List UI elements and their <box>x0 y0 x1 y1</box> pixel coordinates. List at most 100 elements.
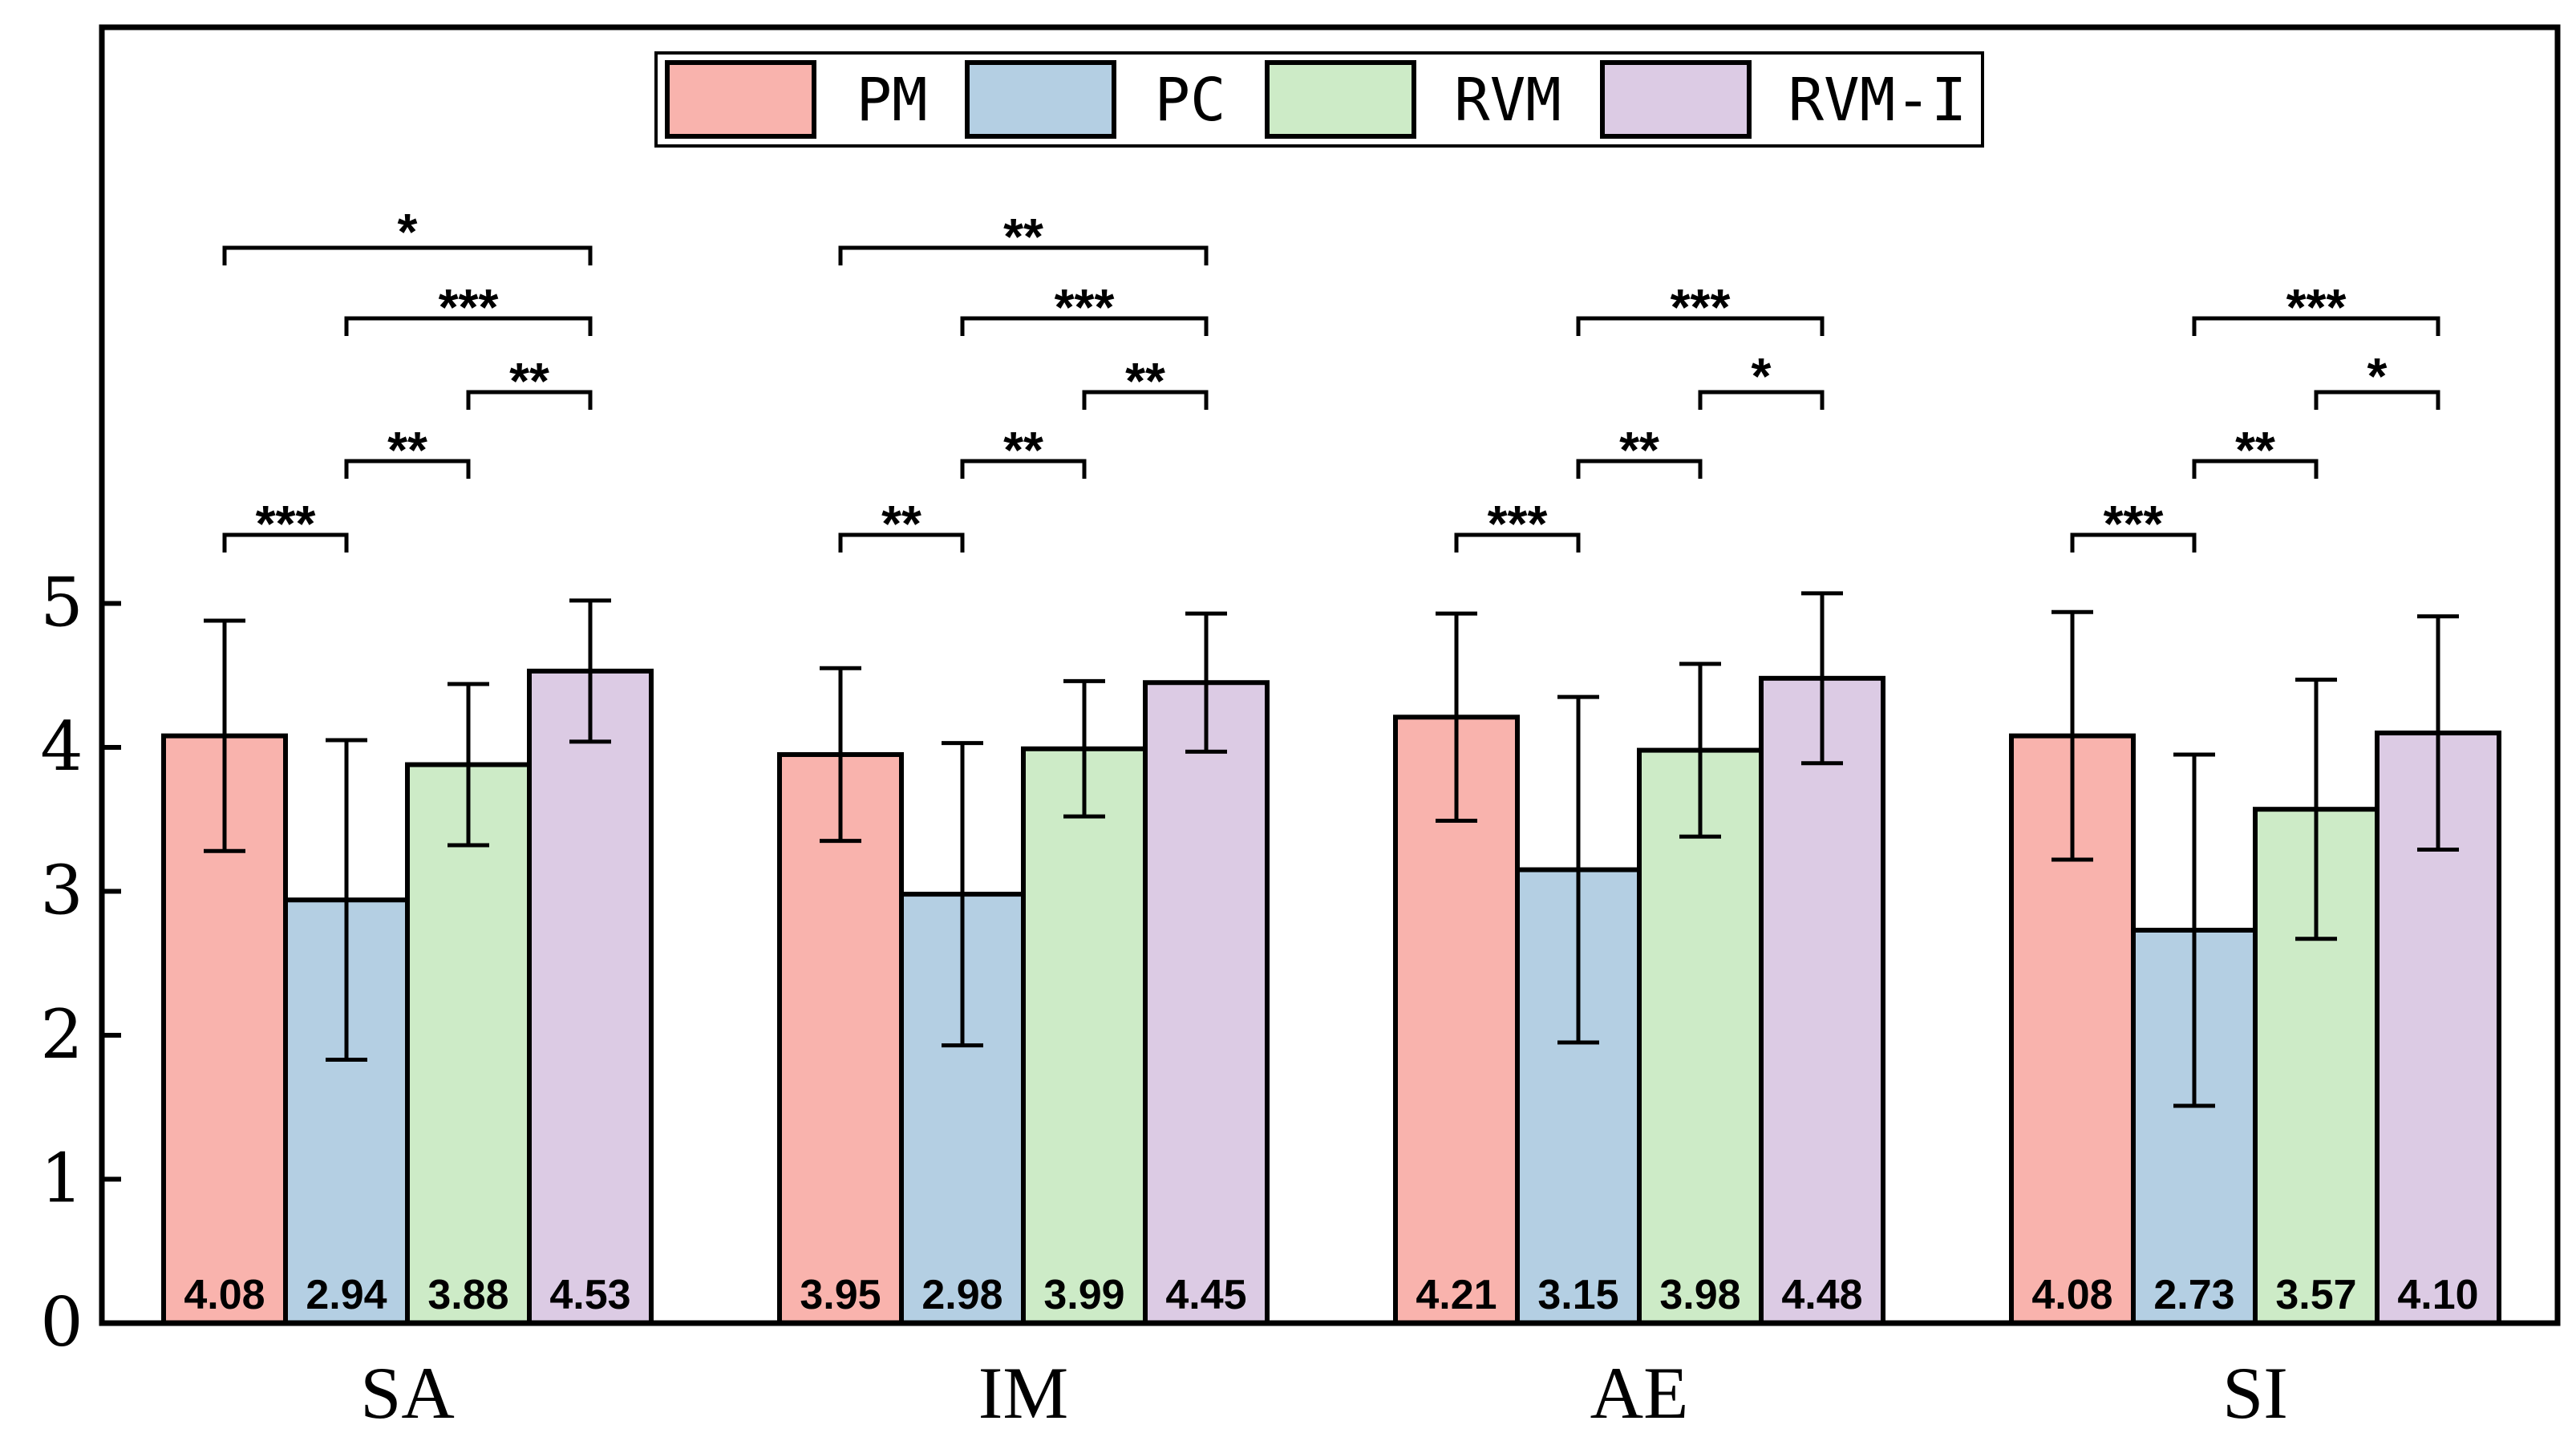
error-bar-pc-sa <box>326 738 367 1063</box>
significance-label: ** <box>881 495 921 553</box>
significance-label: *** <box>1055 278 1115 336</box>
significance-label: ** <box>2235 421 2275 479</box>
value-label-rvm-ae: 3.98 <box>1659 1272 1740 1318</box>
error-bar-pm-im <box>820 666 861 844</box>
error-bar-rvm-i-im <box>1185 611 1227 754</box>
value-label-pc-si: 2.73 <box>2153 1272 2234 1318</box>
significance-label: *** <box>1671 278 1731 336</box>
significance-bracket-ae-0: *** <box>1454 495 1581 553</box>
error-bar-pm-ae <box>1436 611 1477 824</box>
significance-label: *** <box>439 278 499 336</box>
value-label-rvm-i-im: 4.45 <box>1165 1272 1246 1318</box>
significance-bracket-si-2: * <box>2314 347 2440 410</box>
significance-label: ** <box>509 352 549 410</box>
significance-bracket-im-1: ** <box>960 421 1087 479</box>
bar-rvm-i-ae <box>1759 675 1885 1326</box>
legend-label: RVM-I <box>1788 66 1967 135</box>
significance-bracket-si-1: ** <box>2192 421 2319 479</box>
value-label-pm-sa: 4.08 <box>184 1272 265 1318</box>
error-bars-layer <box>204 591 2459 1108</box>
value-label-pm-si: 4.08 <box>2031 1272 2112 1318</box>
y-tick-label-3: 3 <box>40 852 83 930</box>
value-labels-layer: 4.08 2.94 3.88 4.53 3.95 2.98 3.99 4.45 4.21 3.15… <box>184 1272 2478 1318</box>
y-tick-label-4: 4 <box>40 707 83 786</box>
legend: PM PC RVM RVM-I <box>654 51 1984 148</box>
significance-layer: **************************************** <box>222 203 2440 553</box>
bar-rvm-im <box>1021 746 1148 1326</box>
legend-swatch <box>965 60 1116 139</box>
significance-bracket-si-0: *** <box>2070 495 2197 553</box>
legend-item-pm: PM <box>665 60 928 139</box>
legend-item-rvm-i: RVM-I <box>1600 60 1967 139</box>
legend-swatch <box>1600 60 1752 139</box>
value-label-rvm-sa: 3.88 <box>427 1272 508 1318</box>
legend-swatch <box>665 60 816 139</box>
legend-swatch <box>1265 60 1416 139</box>
y-tick-label-1: 1 <box>40 1139 83 1218</box>
significance-bracket-sa-0: *** <box>222 495 349 553</box>
significance-bracket-sa-2: ** <box>466 352 593 410</box>
error-bar-rvm-sa <box>448 682 489 848</box>
x-tick-label-im: IM <box>978 1352 1068 1434</box>
legend-label: PC <box>1154 66 1225 135</box>
error-bar-pc-si <box>2173 752 2215 1108</box>
significance-bracket-sa-4: * <box>222 203 593 265</box>
value-label-rvm-i-sa: 4.53 <box>549 1272 630 1318</box>
value-label-pm-im: 3.95 <box>800 1272 881 1318</box>
value-label-rvm-i-ae: 4.48 <box>1781 1272 1862 1318</box>
error-bar-pc-ae <box>1557 694 1599 1045</box>
bar-rvm-i-im <box>1143 680 1270 1326</box>
error-bar-rvm-i-ae <box>1801 591 1843 766</box>
bar-rvm-i-sa <box>527 668 654 1326</box>
error-bar-pm-si <box>2051 609 2093 862</box>
significance-bracket-im-3: *** <box>960 278 1209 336</box>
significance-label: ** <box>1125 352 1165 410</box>
significance-bracket-im-4: ** <box>838 208 1209 265</box>
x-tick-label-sa: SA <box>360 1352 455 1434</box>
value-label-pc-sa: 2.94 <box>306 1272 387 1318</box>
significance-label: * <box>398 203 418 261</box>
legend-label: PM <box>856 66 927 135</box>
significance-bracket-si-3: *** <box>2192 278 2440 336</box>
significance-label: *** <box>256 495 316 553</box>
y-tick-label-0: 0 <box>40 1283 83 1362</box>
y-tick-label-2: 2 <box>40 995 83 1074</box>
error-bar-rvm-si <box>2295 678 2337 941</box>
significance-bracket-sa-1: ** <box>344 421 471 479</box>
significance-label: * <box>1752 347 1772 405</box>
significance-label: * <box>2367 347 2388 405</box>
bars-layer <box>161 668 2501 1326</box>
value-label-pc-ae: 3.15 <box>1537 1272 1618 1318</box>
value-label-pc-im: 2.98 <box>921 1272 1002 1318</box>
x-tick-label-si: SI <box>2222 1352 2288 1434</box>
error-bar-rvm-i-sa <box>569 598 611 744</box>
value-label-rvm-im: 3.99 <box>1043 1272 1124 1318</box>
significance-label: ** <box>1003 208 1043 265</box>
value-label-rvm-si: 3.57 <box>2275 1272 2356 1318</box>
value-label-pm-ae: 4.21 <box>1416 1272 1497 1318</box>
significance-bracket-sa-3: *** <box>344 278 593 336</box>
significance-label: ** <box>387 421 427 479</box>
significance-label: *** <box>2104 495 2164 553</box>
error-bar-pc-im <box>942 741 983 1048</box>
significance-bracket-im-2: ** <box>1082 352 1209 410</box>
legend-item-rvm: RVM <box>1265 60 1561 139</box>
plot-frame <box>99 24 2561 1326</box>
significance-label: *** <box>1488 495 1548 553</box>
significance-bracket-ae-2: * <box>1698 347 1825 410</box>
significance-bracket-ae-3: *** <box>1576 278 1825 336</box>
legend-label: RVM <box>1454 66 1561 135</box>
value-label-rvm-i-si: 4.10 <box>2397 1272 2478 1318</box>
error-bar-rvm-ae <box>1679 662 1721 839</box>
significance-bracket-im-0: ** <box>838 495 965 553</box>
error-bar-rvm-i-si <box>2417 614 2459 852</box>
bar-rvm-sa <box>405 762 532 1326</box>
error-bar-pm-sa <box>204 618 245 853</box>
significance-bracket-ae-1: ** <box>1576 421 1703 479</box>
significance-label: *** <box>2286 278 2347 336</box>
error-bar-rvm-im <box>1063 678 1105 819</box>
legend-item-pc: PC <box>965 60 1226 139</box>
significance-label: ** <box>1003 421 1043 479</box>
x-tick-label-ae: AE <box>1590 1352 1689 1434</box>
